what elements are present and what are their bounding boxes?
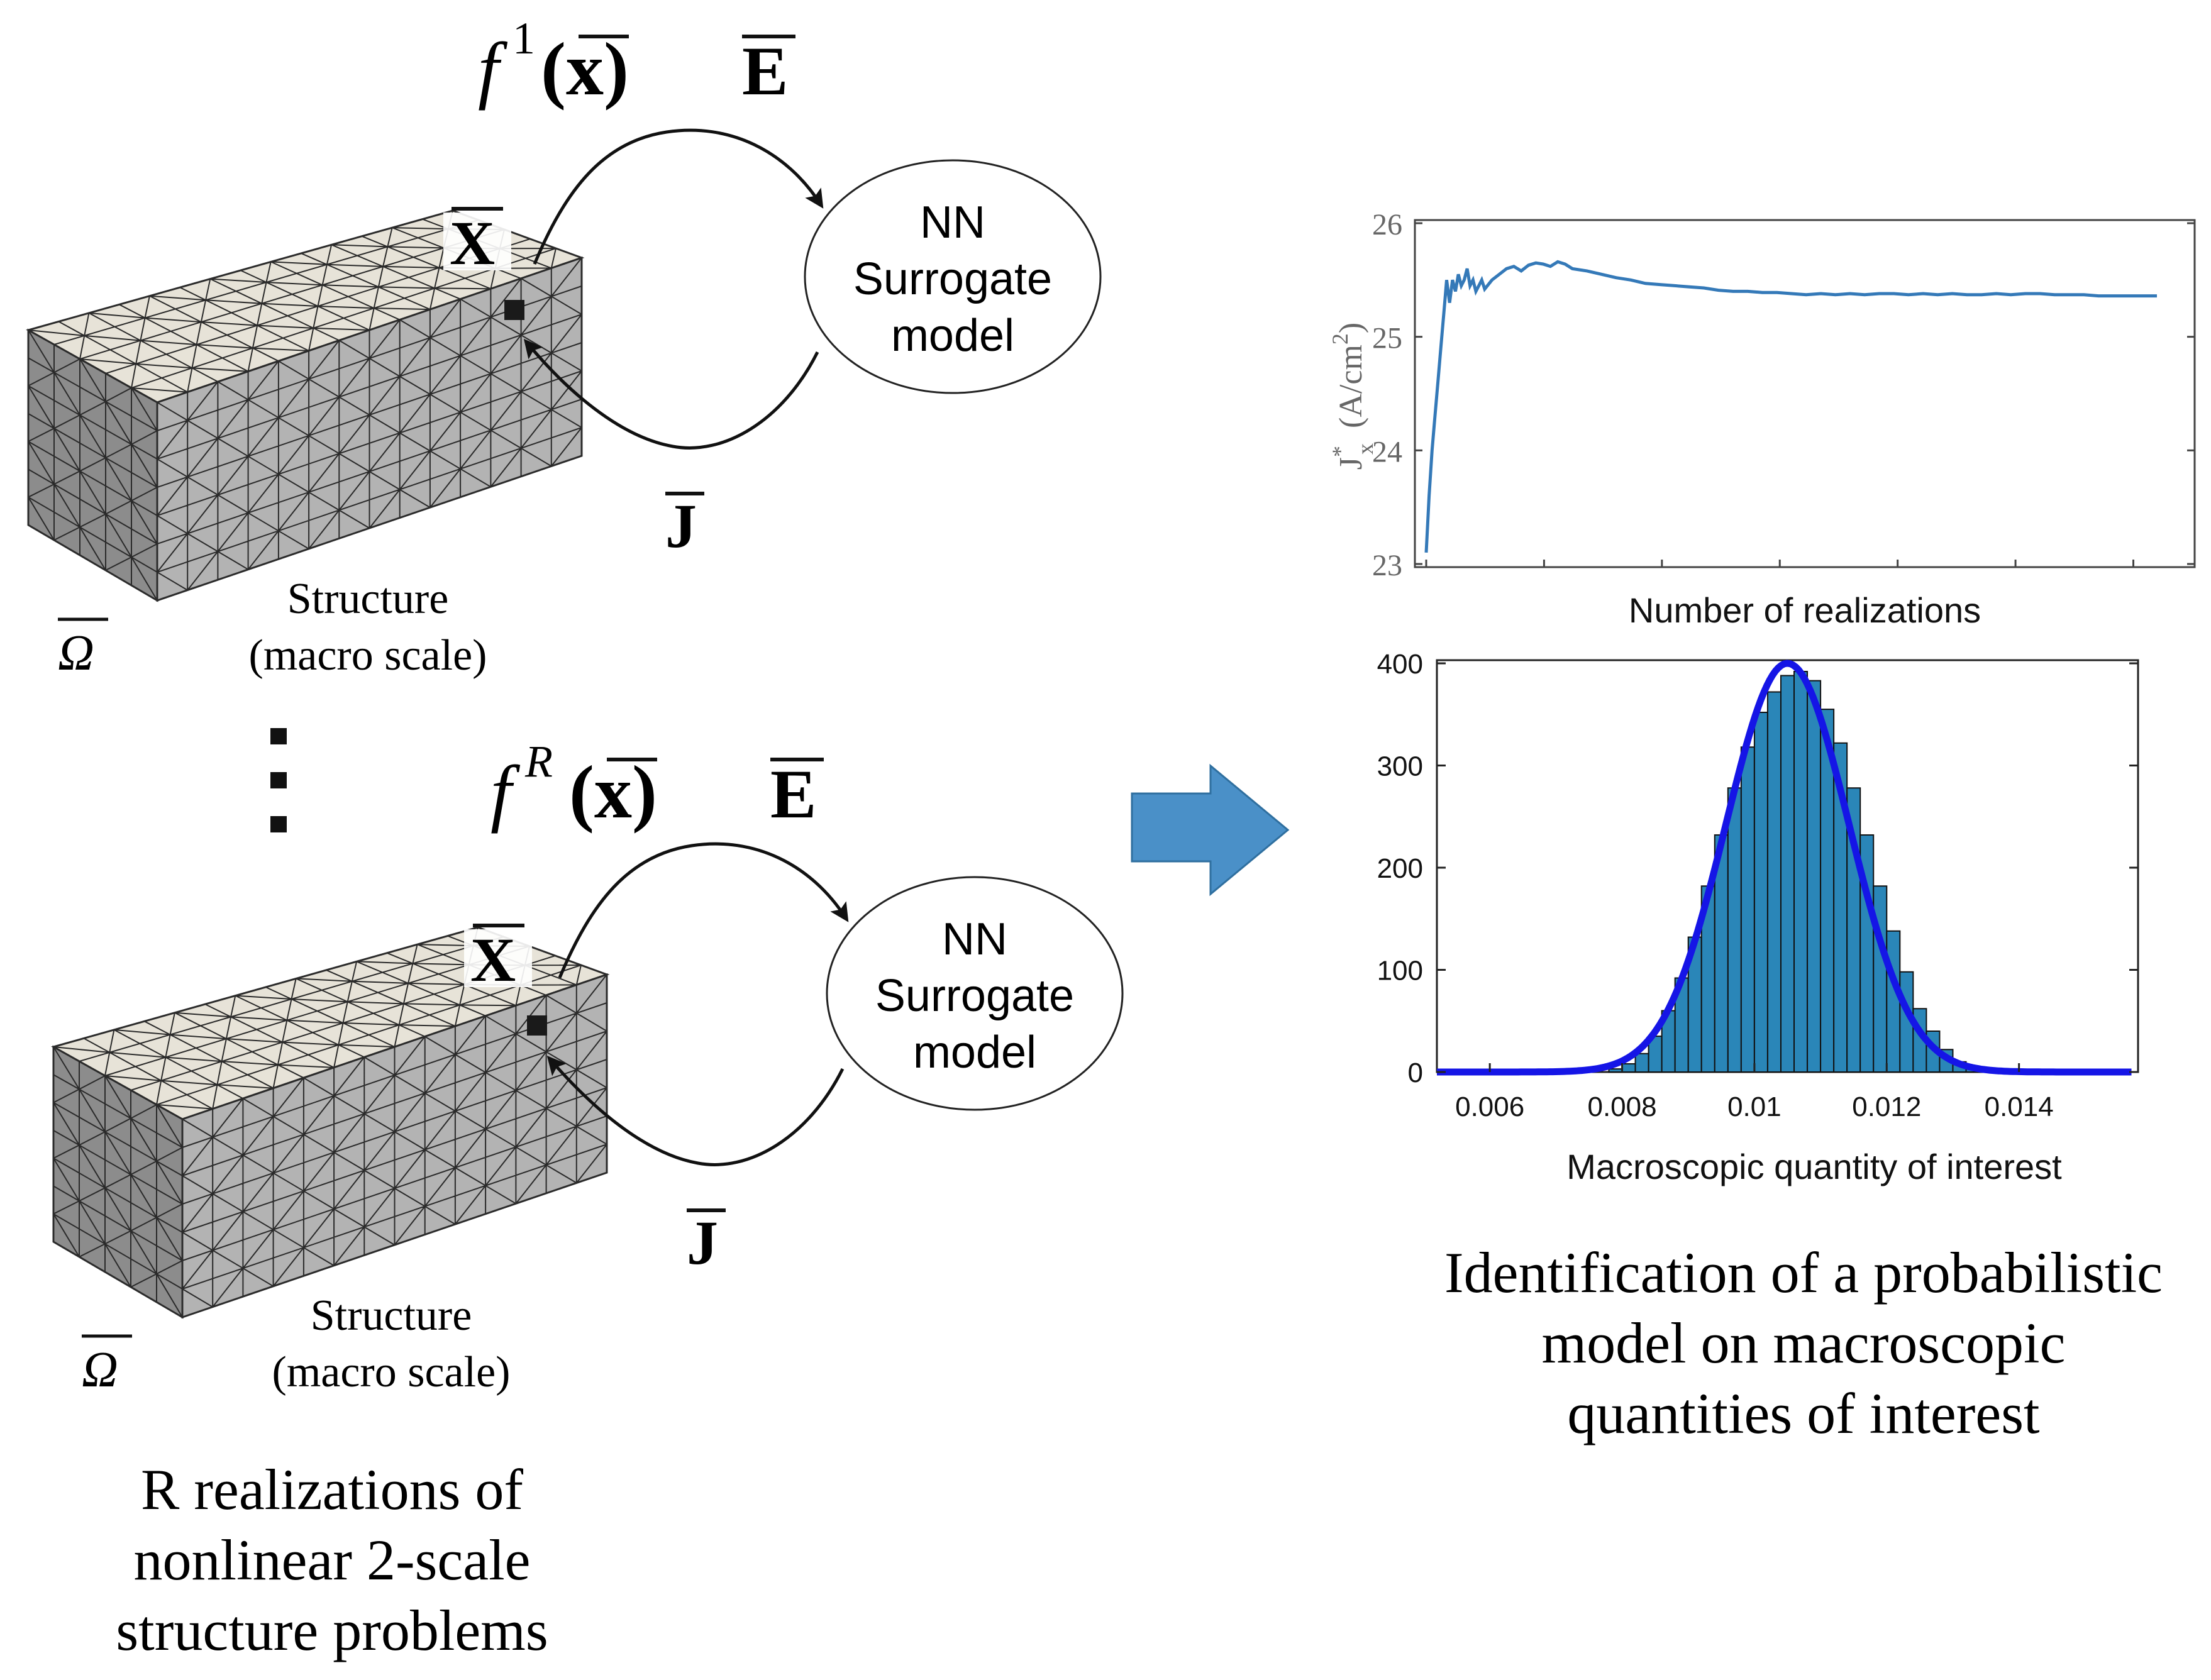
hist-xtick-label: 0.008: [1587, 1091, 1656, 1122]
nn-surrogate-ellipse: [804, 159, 1102, 394]
function-label: f 1 (x): [478, 13, 629, 111]
func-argument: (x): [569, 750, 657, 834]
e-field-text: E: [770, 756, 816, 832]
ylabel-main: J: [1333, 457, 1369, 470]
hist-bar: [1608, 1068, 1623, 1073]
hist-xlabel: Macroscopic quantity of interest: [1566, 1147, 2062, 1186]
omega-text: Ω: [82, 1342, 118, 1398]
j-text: J: [665, 491, 697, 561]
y-axis-label: J*x (A/cm2): [1327, 323, 1378, 470]
ylabel-unit: (A/cm: [1333, 345, 1369, 428]
surrogate-label-line1: NN: [942, 914, 1007, 964]
x-text: X: [470, 925, 516, 995]
hist-ytick-label: 0: [1408, 1058, 1423, 1088]
function-label: f R (x): [490, 736, 657, 834]
hist-bar: [1740, 746, 1755, 1073]
hist-xtick-label: 0.01: [1727, 1091, 1782, 1122]
hist-bar: [1780, 675, 1795, 1073]
ylabel-unit-sup: 2: [1327, 333, 1353, 345]
line-ytick-label: 25: [1372, 322, 1402, 355]
surrogate-label-line2: Surrogate: [875, 971, 1074, 1021]
hist-bar: [1634, 1053, 1649, 1073]
svg-text:J*x(A/cm2): J*x (A/cm2): [1327, 323, 1378, 470]
line-ytick-label: 26: [1372, 208, 1402, 241]
structure-label-line2: (macro scale): [272, 1348, 511, 1396]
left-caption-line1: R realizations of: [141, 1457, 523, 1522]
series-line-gaussian-fit: [1437, 660, 2132, 1076]
series-line-convergence: [1424, 260, 2157, 553]
j-label: J: [665, 491, 704, 561]
line-ytick-label: 24: [1372, 435, 1402, 468]
surrogate-label-line2: Surrogate: [853, 254, 1052, 304]
line-ytick-label: 23: [1372, 549, 1402, 582]
x-text: X: [450, 208, 495, 278]
omega-label: Ω: [82, 1334, 132, 1398]
line-xlabel: Number of realizations: [1629, 590, 1981, 630]
hist-ytick-label: 100: [1377, 956, 1423, 986]
left-caption-line3: structure problems: [116, 1598, 548, 1662]
j-text: J: [687, 1208, 718, 1278]
hist-ytick-label: 300: [1377, 751, 1423, 782]
ylabel-unit-end: ): [1333, 323, 1369, 333]
x-label: X: [464, 924, 532, 995]
mesh-side-lines: [182, 974, 607, 1318]
left-caption-line2: nonlinear 2-scale: [134, 1528, 531, 1592]
surrogate-label-line1: NN: [920, 197, 985, 248]
bottom-realization: NN Surrogate model f R (x) E X J Ω Struc…: [51, 736, 1124, 1398]
hist-bar: [1621, 1063, 1636, 1073]
arrow-to-surrogate: [558, 842, 849, 978]
mesh-side-lines: [157, 257, 582, 601]
right-caption-line1: Identification of a probabilistic: [1444, 1241, 2163, 1305]
point-marker: [527, 1015, 547, 1036]
hist-xtick-label: 0.012: [1852, 1091, 1921, 1122]
func-symbol: f: [478, 27, 508, 111]
hist-bar: [1727, 787, 1742, 1073]
flow-arrow: [1131, 763, 1290, 897]
ylabel-sub: x: [1353, 443, 1378, 455]
ylabel-sup: *: [1327, 446, 1353, 457]
hist-bar: [1753, 712, 1768, 1073]
convergence-chart: 26 25 24 23 J*x (A/cm2) Number of realizatio…: [1327, 208, 2196, 630]
hist-bar: [1807, 680, 1822, 1073]
vertical-ellipsis: [270, 728, 287, 832]
surrogate-label-line3: model: [913, 1027, 1036, 1078]
structure-label-line1: Structure: [311, 1291, 472, 1340]
hist-bar: [1793, 671, 1809, 1073]
hist-bar: [1886, 930, 1901, 1073]
func-symbol: f: [490, 750, 521, 834]
omega-label: Ω: [58, 617, 108, 681]
hist-xtick-label: 0.006: [1455, 1091, 1524, 1122]
arrow-to-surrogate: [533, 128, 824, 265]
surrogate-label-line3: model: [891, 311, 1014, 361]
hist-ytick-label: 400: [1377, 649, 1423, 680]
j-label: J: [687, 1208, 726, 1278]
x-label: X: [443, 207, 511, 278]
e-field-label: E: [742, 33, 795, 109]
func-superscript: 1: [513, 13, 535, 64]
hist-bar: [1766, 691, 1782, 1073]
structure-label-line1: Structure: [287, 575, 449, 623]
e-field-label: E: [770, 756, 824, 832]
func-argument: (x): [541, 27, 629, 111]
point-marker: [504, 300, 524, 320]
omega-text: Ω: [58, 626, 94, 681]
arrow-to-structure: [523, 338, 819, 450]
right-caption: Identification of a probabilistic model …: [1444, 1241, 2163, 1445]
line-chart-frame: [1414, 219, 2196, 568]
histogram-chart: 400 300 200 100 0 0.006 0.008 0.01 0.012 0.014 M…: [1377, 649, 2139, 1186]
func-superscript: R: [524, 736, 553, 787]
nn-surrogate-ellipse: [826, 876, 1124, 1111]
hist-xtick-label: 0.014: [1985, 1091, 2054, 1122]
arrow-to-structure: [546, 1055, 845, 1166]
right-caption-line3: quantities of interest: [1567, 1381, 2040, 1445]
e-field-text: E: [742, 33, 788, 109]
structure-label-line2: (macro scale): [249, 631, 487, 680]
hist-ytick-label: 200: [1377, 853, 1423, 884]
right-caption-line2: model on macroscopic: [1542, 1311, 2066, 1375]
top-realization: NN Surrogate model f 1 (x) E X J Ω Struc…: [26, 13, 1102, 681]
left-caption: R realizations of nonlinear 2-scale stru…: [116, 1457, 548, 1662]
